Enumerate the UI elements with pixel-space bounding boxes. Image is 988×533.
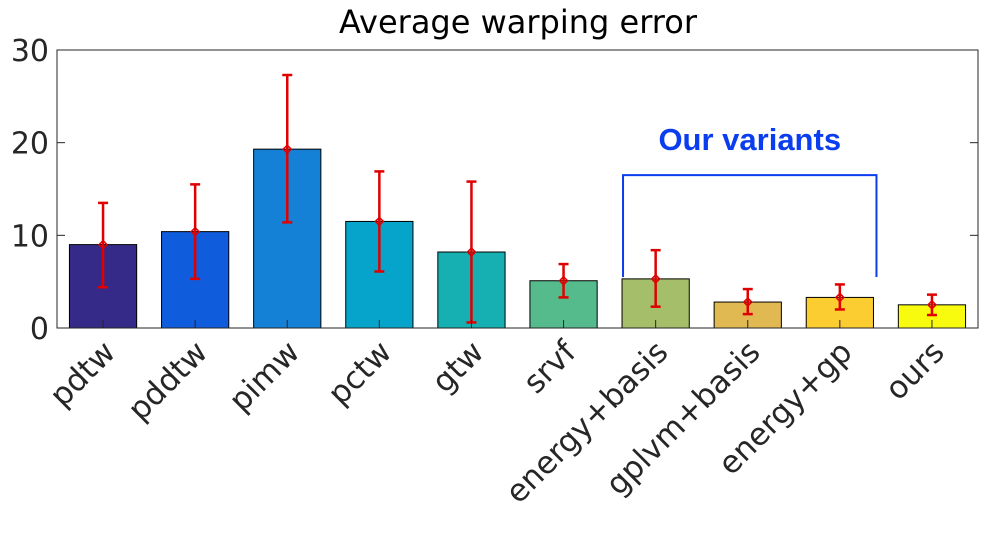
y-tick-label: 30 — [11, 34, 49, 69]
chart-title: Average warping error — [339, 3, 698, 41]
y-tick-label: 0 — [30, 312, 49, 347]
x-tick-label: ours — [878, 334, 951, 407]
plot-area — [56, 49, 979, 329]
y-tick-label: 10 — [11, 219, 49, 254]
error-bars-group — [97, 73, 938, 324]
error-bar-ours — [926, 293, 938, 317]
mean-marker-gtw — [466, 246, 477, 258]
x-tick-label: energy+basis — [499, 334, 675, 510]
mean-marker-energy+gp — [834, 292, 845, 303]
mean-marker-gplvm+basis — [742, 296, 753, 308]
annotation-group: Our variants — [622, 122, 878, 278]
y-axis: 0 10 20 30 — [11, 34, 978, 347]
x-tick-label: pimw — [222, 334, 307, 419]
error-bar-gplvm+basis — [742, 287, 753, 316]
y-tick-label: 20 — [11, 127, 49, 162]
x-tick-label: pddtw — [121, 334, 215, 428]
mean-marker-pimw — [282, 144, 293, 155]
variants-label: Our variants — [658, 122, 841, 157]
error-bar-srvf — [558, 262, 569, 299]
error-bar-pddtw — [190, 183, 201, 281]
x-tick-label: gtw — [425, 334, 491, 400]
x-tick-label: srvf — [517, 333, 584, 400]
error-bar-pimw — [282, 73, 293, 224]
mean-marker-pdtw — [97, 239, 109, 250]
mean-marker-srvf — [558, 275, 569, 286]
error-bar-energy+gp — [834, 283, 845, 311]
mean-marker-pctw — [374, 216, 385, 227]
error-bar-energy+basis — [650, 248, 661, 308]
mean-marker-pddtw — [190, 226, 201, 237]
x-tick-label: pctw — [321, 334, 399, 412]
error-bar-pdtw — [97, 201, 109, 289]
mean-marker-ours — [926, 299, 938, 310]
x-tick-label: pdtw — [43, 334, 123, 414]
mean-marker-energy+basis — [650, 273, 661, 284]
error-bar-pctw — [374, 170, 385, 273]
variants-bracket — [622, 174, 878, 278]
